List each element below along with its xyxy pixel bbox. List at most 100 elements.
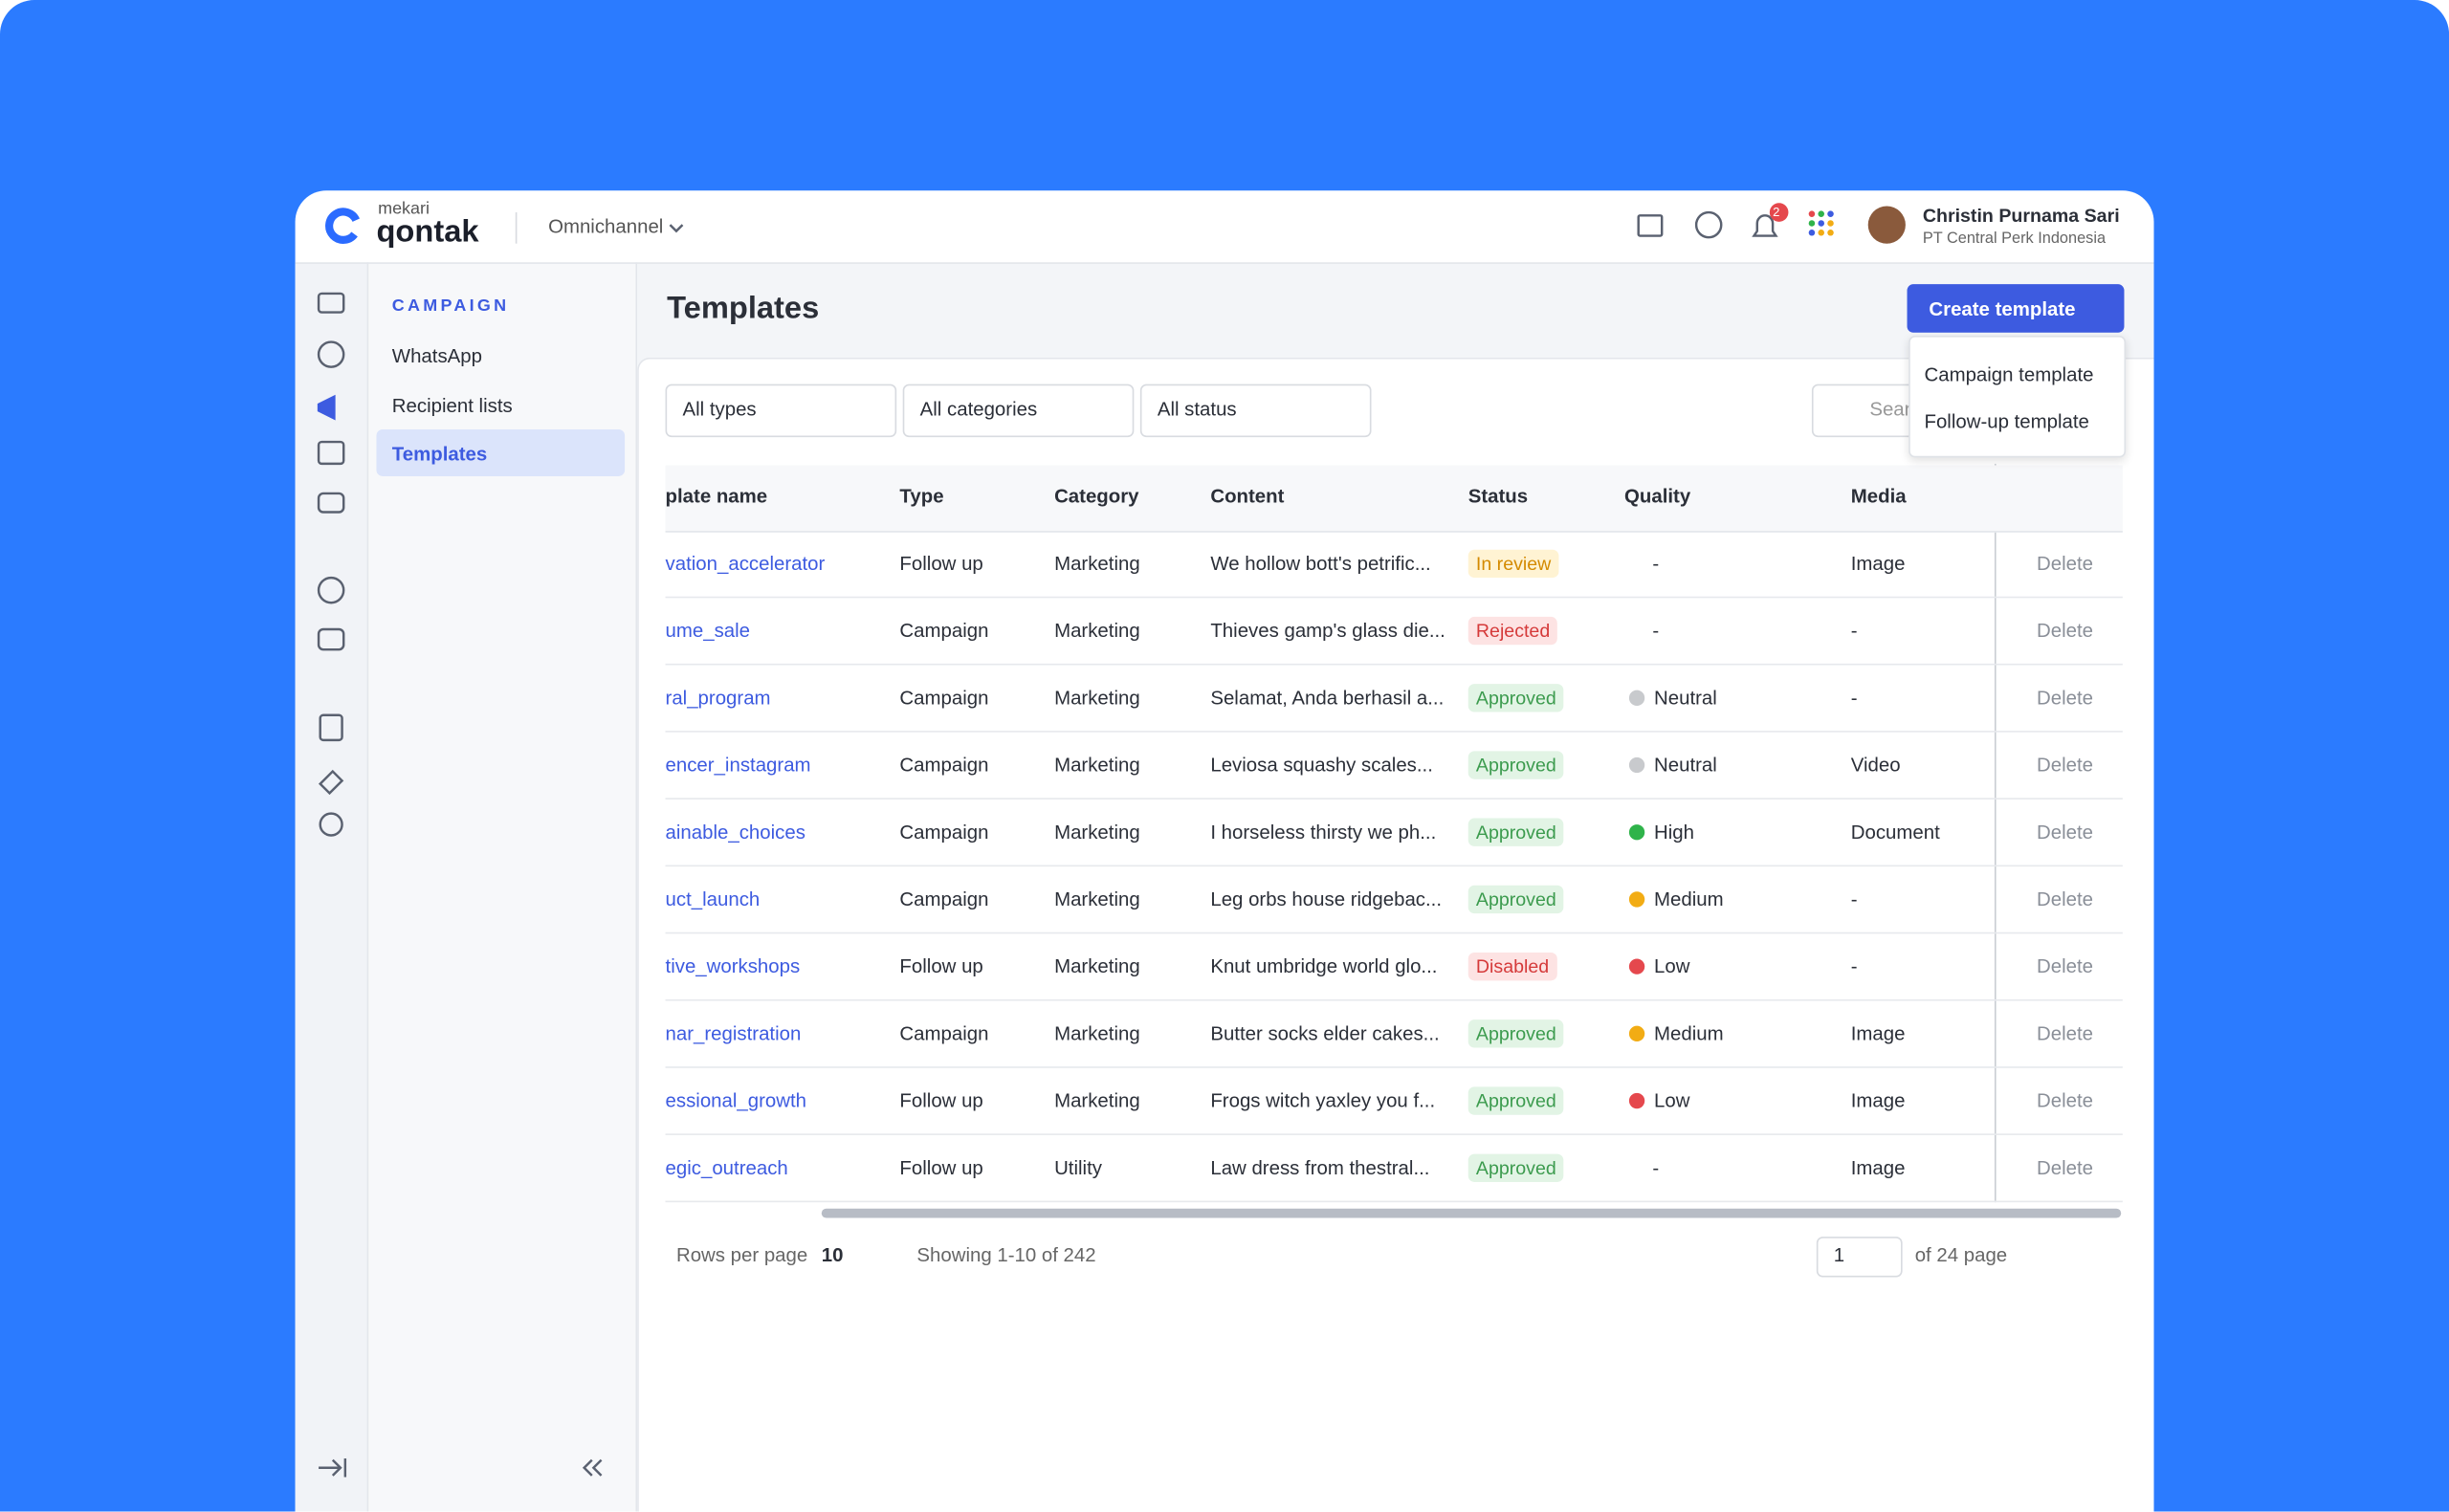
column-header: Category: [1054, 485, 1139, 508]
table-header: [665, 465, 2123, 533]
quality: Neutral: [1654, 687, 1717, 710]
status-badge: Rejected: [1467, 616, 1558, 646]
template-name[interactable]: ume_sale: [665, 620, 751, 643]
filter-label: All types: [682, 398, 757, 421]
divider: [515, 212, 518, 244]
sticky-divider: [1994, 463, 1997, 1203]
of-pages: of 24 page: [1914, 1244, 2008, 1267]
column-header: Content: [1210, 485, 1285, 508]
template-name[interactable]: ainable_choices: [665, 821, 805, 844]
quality-dot: [1628, 958, 1645, 975]
media: -: [1850, 687, 1858, 710]
nav-item[interactable]: WhatsApp: [391, 344, 482, 367]
template-name[interactable]: ral_program: [665, 687, 771, 710]
type: Follow up: [899, 1156, 983, 1179]
nav-item[interactable]: Templates: [391, 443, 488, 466]
column-header: plate name: [665, 485, 768, 508]
brand-small: mekari: [378, 199, 430, 219]
filter-label: All categories: [919, 398, 1038, 421]
delete-action[interactable]: Delete: [2037, 821, 2094, 844]
media: Image: [1850, 1022, 1906, 1045]
template-name[interactable]: uct_launch: [665, 888, 761, 910]
column-header: Quality: [1624, 485, 1691, 508]
row-divider: [665, 596, 2123, 599]
dropdown-item[interactable]: Follow-up template: [1924, 410, 2089, 433]
status-badge: Approved: [1467, 818, 1564, 846]
type: Campaign: [899, 687, 989, 710]
quality: -: [1652, 552, 1660, 575]
quality: Low: [1654, 955, 1690, 978]
row-divider: [665, 663, 2123, 666]
quality: Neutral: [1654, 754, 1717, 777]
rows-select[interactable]: 10: [821, 1244, 844, 1267]
template-name[interactable]: essional_growth: [665, 1089, 807, 1112]
row-divider: [665, 865, 2123, 867]
category: Marketing: [1054, 1022, 1140, 1045]
content-panel: [637, 357, 2154, 1512]
page-select[interactable]: [1816, 1237, 1903, 1278]
row-divider: [665, 731, 2123, 733]
delete-action[interactable]: Delete: [2037, 1022, 2094, 1045]
delete-action[interactable]: Delete: [2037, 888, 2094, 910]
quality-dot: [1628, 690, 1645, 706]
template-name[interactable]: nar_registration: [665, 1022, 802, 1045]
category: Marketing: [1054, 552, 1140, 575]
icons: [317, 203, 1906, 1478]
delete-action[interactable]: Delete: [2037, 955, 2094, 978]
column-header: Type: [899, 485, 944, 508]
content: Thieves gamp's glass die...: [1210, 620, 1445, 643]
page-title: Templates: [667, 291, 820, 326]
type: Follow up: [899, 552, 983, 575]
media: Image: [1850, 552, 1906, 575]
status-badge: Approved: [1467, 684, 1564, 712]
type: Campaign: [899, 754, 989, 777]
product-switcher[interactable]: Omnichannel: [548, 215, 664, 238]
content: Leg orbs house ridgebac...: [1210, 888, 1443, 910]
template-name[interactable]: encer_instagram: [665, 754, 811, 777]
rows-label: Rows per page: [675, 1244, 808, 1267]
quality: Medium: [1654, 1022, 1724, 1045]
app-window: mekari qontak Omnichannel 2 Christin Purnama…: [295, 190, 2154, 1512]
template-name[interactable]: vation_accelerator: [665, 552, 826, 575]
row-divider: [665, 1133, 2123, 1135]
category: Marketing: [1054, 888, 1140, 910]
filter-select[interactable]: [665, 383, 897, 438]
quality-dot: [1628, 1092, 1645, 1109]
content: Frogs witch yaxley you f...: [1210, 1089, 1436, 1112]
delete-action[interactable]: Delete: [2037, 620, 2094, 643]
template-name[interactable]: tive_workshops: [665, 955, 801, 978]
filter-select[interactable]: [1139, 383, 1372, 438]
media: Video: [1850, 754, 1901, 777]
filter-select[interactable]: [902, 383, 1135, 438]
delete-action[interactable]: Delete: [2037, 552, 2094, 575]
filter-label: All status: [1157, 398, 1237, 421]
content: We hollow bott's petrific...: [1210, 552, 1431, 575]
template-name[interactable]: egic_outreach: [665, 1156, 788, 1179]
icon-rail: [295, 262, 369, 1512]
create-button[interactable]: [1907, 284, 2125, 333]
user-name: Christin Purnama Sari: [1922, 204, 2120, 227]
scrollbar[interactable]: [821, 1208, 2122, 1218]
dropdown-item[interactable]: Campaign template: [1924, 363, 2094, 386]
delete-action[interactable]: Delete: [2037, 687, 2094, 710]
quality: -: [1652, 620, 1660, 643]
content: Selamat, Anda berhasil a...: [1210, 687, 1445, 710]
category: Marketing: [1054, 687, 1140, 710]
type: Campaign: [899, 821, 989, 844]
row-divider: [665, 998, 2123, 1001]
delete-action[interactable]: Delete: [2037, 754, 2094, 777]
content: Law dress from thestral...: [1210, 1156, 1430, 1179]
create-button-label: Create template: [1929, 297, 2076, 320]
dropdown-menu: [1908, 336, 2127, 458]
type: Campaign: [899, 888, 989, 910]
type: Follow up: [899, 955, 983, 978]
nav-item[interactable]: Recipient lists: [391, 394, 513, 417]
status-badge: In review: [1467, 549, 1559, 579]
content: I horseless thirsty we ph...: [1210, 821, 1437, 844]
delete-action[interactable]: Delete: [2037, 1156, 2094, 1179]
showing-label: Showing 1-10 of 242: [916, 1244, 1096, 1267]
logo-icon: [325, 208, 360, 244]
quality: Low: [1654, 1089, 1690, 1112]
delete-action[interactable]: Delete: [2037, 1089, 2094, 1112]
status-badge: Approved: [1467, 1153, 1564, 1182]
